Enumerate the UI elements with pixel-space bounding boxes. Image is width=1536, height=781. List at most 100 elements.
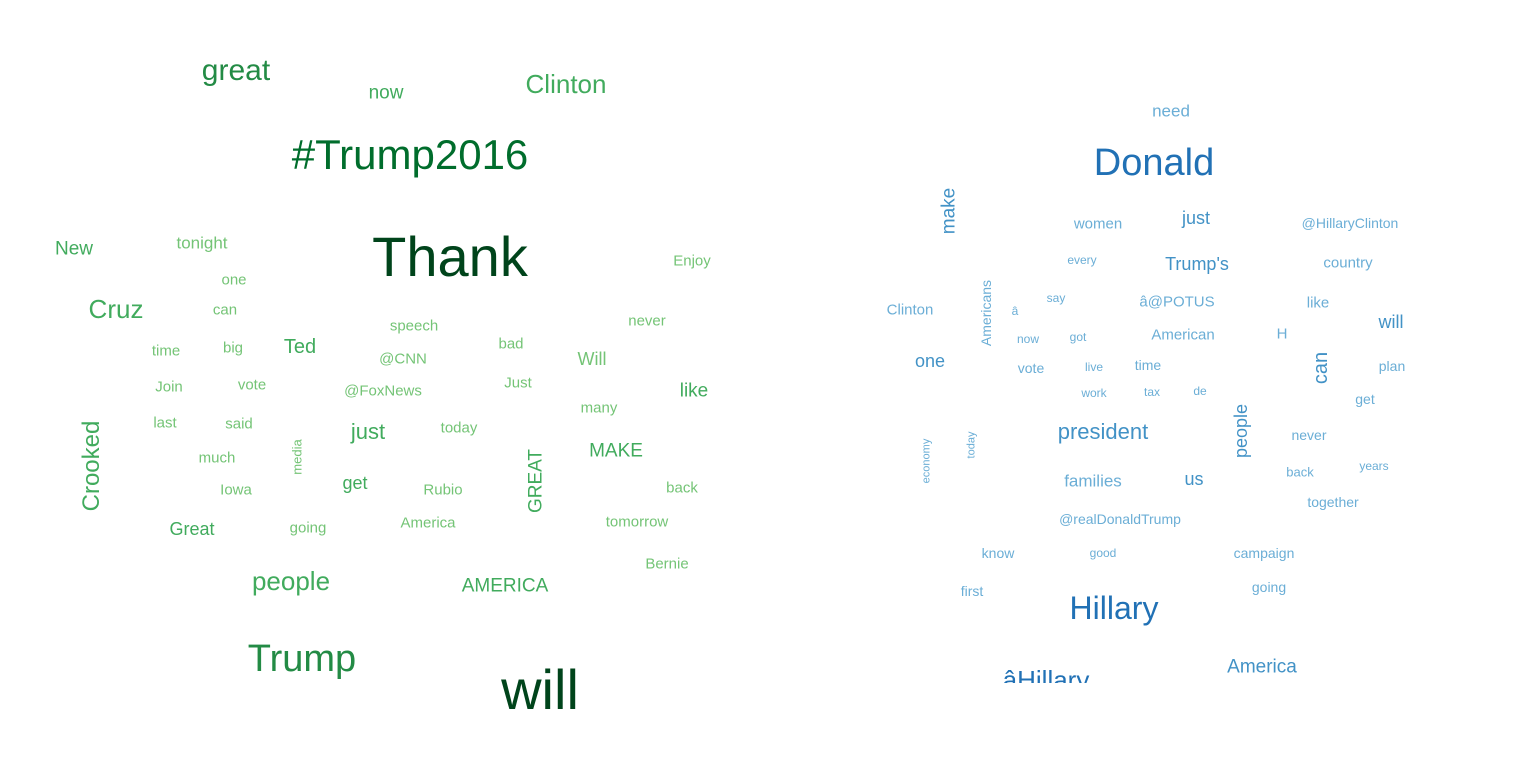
word-right-1: Donald xyxy=(1093,142,1215,184)
word-left-2: Clinton xyxy=(525,69,607,99)
word-left-10: can xyxy=(212,301,238,319)
word-right-32: never xyxy=(1291,427,1327,443)
word-left-35: Iowa xyxy=(220,481,252,499)
word-right-36: families xyxy=(1064,471,1122,491)
word-right-9: Americans xyxy=(978,279,994,347)
word-right-20: one xyxy=(914,351,946,371)
word-left-21: @FoxNews xyxy=(344,382,422,400)
word-left-44: AMERICA xyxy=(461,575,549,597)
word-left-22: Just xyxy=(504,374,532,392)
word-right-19: H xyxy=(1276,325,1288,343)
word-right-39: together xyxy=(1307,494,1359,510)
word-left-9: Cruz xyxy=(88,294,144,324)
word-left-45: Trump xyxy=(247,638,357,680)
word-left-23: like xyxy=(679,380,709,402)
word-right-22: vote xyxy=(1017,360,1045,376)
word-cloud-right: need Donald make women just @HillaryClinton ev… xyxy=(760,0,1536,781)
word-left-29: Crooked xyxy=(78,420,105,512)
word-cloud-left-area: great now Clinton #Trump2016 New tonight Thank… xyxy=(0,0,760,716)
word-left-27: just xyxy=(350,419,386,444)
word-left-28: today xyxy=(440,419,478,437)
word-left-3: #Trump2016 xyxy=(291,131,529,178)
word-right-41: know xyxy=(981,545,1015,561)
word-left-24: many xyxy=(580,399,618,417)
word-left-41: tomorrow xyxy=(605,513,669,531)
word-right-2: make xyxy=(938,187,960,235)
word-left-14: big xyxy=(222,339,244,357)
word-right-21: can xyxy=(1310,351,1332,385)
word-right-15: will xyxy=(1378,312,1404,332)
word-left-30: media xyxy=(289,439,305,475)
word-right-0: need xyxy=(1152,101,1190,121)
word-right-37: us xyxy=(1184,469,1204,489)
word-left-12: never xyxy=(628,312,666,330)
word-right-27: tax xyxy=(1143,385,1161,399)
word-left-26: said xyxy=(225,415,253,433)
word-left-34: get xyxy=(342,473,368,493)
word-left-31: much xyxy=(198,449,236,467)
word-left-42: Bernie xyxy=(645,555,689,573)
word-left-36: Rubio xyxy=(423,481,463,499)
word-right-24: time xyxy=(1134,357,1162,373)
word-left-13: time xyxy=(151,342,181,360)
word-left-11: speech xyxy=(389,317,439,335)
word-left-20: vote xyxy=(237,376,267,394)
word-right-47: America xyxy=(1227,656,1297,678)
word-right-4: just xyxy=(1181,208,1211,228)
word-right-46: Hillary xyxy=(1069,590,1159,626)
word-right-7: Trump's xyxy=(1165,254,1229,274)
word-left-43: people xyxy=(251,566,331,596)
word-right-3: women xyxy=(1073,215,1123,233)
word-left-17: @CNN xyxy=(379,350,427,368)
word-left-40: America xyxy=(400,514,456,532)
word-right-13: like xyxy=(1306,294,1330,312)
word-left-8: one xyxy=(221,271,247,289)
word-cloud-right-area: need Donald make women just @HillaryClinton ev… xyxy=(760,0,1536,684)
word-right-16: now xyxy=(1016,332,1040,346)
word-right-33: economy xyxy=(920,438,933,484)
word-right-42: good xyxy=(1089,546,1117,560)
word-left-46: will xyxy=(501,658,579,716)
word-right-26: work xyxy=(1081,386,1107,400)
word-left-25: last xyxy=(153,414,177,432)
word-right-12: â@POTUS xyxy=(1139,293,1215,311)
word-left-16: bad xyxy=(498,335,524,353)
word-right-6: every xyxy=(1067,253,1097,267)
word-left-15: Ted xyxy=(283,336,317,358)
word-right-14: Clinton xyxy=(886,301,934,319)
word-left-37: back xyxy=(666,479,698,497)
word-left-5: tonight xyxy=(176,233,228,253)
word-right-40: @realDonaldTrump xyxy=(1059,511,1181,527)
word-right-8: country xyxy=(1323,254,1373,272)
word-right-28: de xyxy=(1193,384,1207,398)
word-left-32: MAKE xyxy=(589,440,643,462)
word-right-45: going xyxy=(1251,579,1287,595)
word-left-6: Thank xyxy=(372,225,528,288)
word-right-38: back xyxy=(1286,464,1314,480)
word-left-7: Enjoy xyxy=(673,252,711,270)
word-left-0: great xyxy=(201,54,271,87)
word-left-39: going xyxy=(289,519,327,537)
word-right-31: president xyxy=(1057,419,1149,444)
word-right-43: campaign xyxy=(1233,545,1295,561)
word-left-19: Join xyxy=(155,378,183,396)
word-right-23: live xyxy=(1084,360,1104,374)
word-left-18: Will xyxy=(577,349,607,369)
word-right-17: got xyxy=(1069,330,1087,344)
word-right-35: years xyxy=(1359,459,1389,473)
word-cloud-left: great now Clinton #Trump2016 New tonight Thank… xyxy=(0,0,760,781)
word-left-38: Great xyxy=(169,519,215,539)
word-right-44: first xyxy=(960,583,984,599)
word-left-1: now xyxy=(368,82,404,104)
word-right-10: say xyxy=(1046,291,1066,305)
word-right-29: get xyxy=(1355,391,1375,407)
word-right-25: plan xyxy=(1378,358,1406,374)
word-right-11: â xyxy=(1011,304,1019,318)
word-right-30: people xyxy=(1231,403,1251,459)
word-right-48: âHillary xyxy=(1002,665,1090,683)
word-left-33: GREAT xyxy=(525,448,547,514)
word-left-4: New xyxy=(54,238,94,260)
word-right-18: American xyxy=(1151,326,1215,344)
word-right-34: today xyxy=(965,431,978,459)
word-right-5: @HillaryClinton xyxy=(1301,215,1399,231)
